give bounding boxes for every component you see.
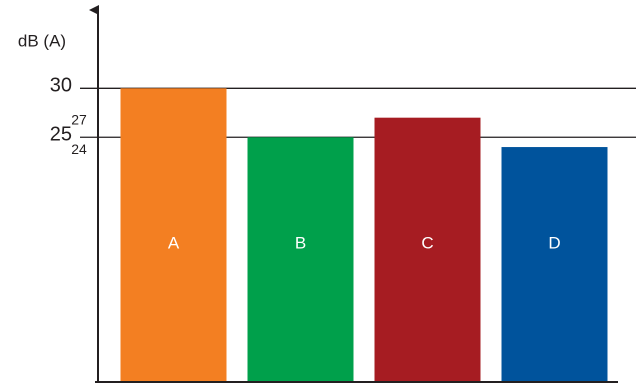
bar [374,117,481,383]
category-label: A [168,233,180,252]
bar [120,88,227,382]
y-axis-label: dB (A) [18,31,66,50]
value-label: 24 [71,141,87,157]
y-tick-label: 30 [50,75,72,97]
bars [120,88,608,383]
y-tick-label: 25 [50,124,72,146]
value-label: 27 [71,111,87,127]
category-label: B [295,233,306,252]
bar [501,147,608,382]
category-label: C [421,233,433,252]
bar [247,137,354,382]
category-label: D [548,233,560,252]
